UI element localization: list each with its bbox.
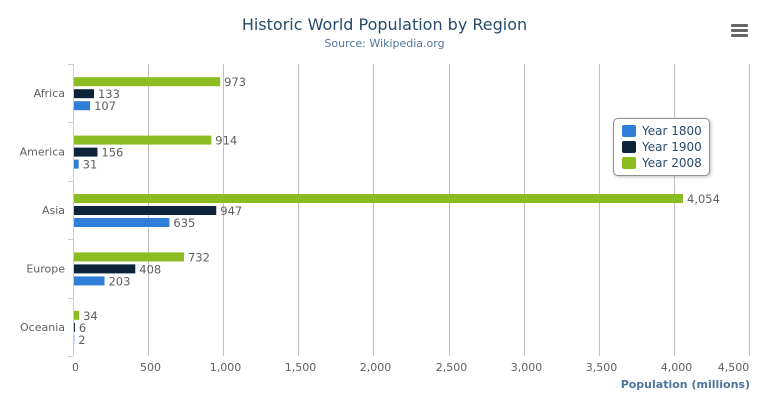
- bar-year-1900: [74, 264, 136, 274]
- hamburger-menu-icon[interactable]: [731, 24, 748, 37]
- legend-swatch: [622, 157, 636, 169]
- data-label: 4,054: [687, 192, 720, 206]
- legend-label: Year 2008: [642, 156, 702, 170]
- bar-year-1900: [74, 206, 217, 215]
- category-label: Asia: [42, 204, 65, 217]
- bar-year-2008: [74, 77, 221, 87]
- data-label: 408: [139, 262, 161, 276]
- bar-year-1800: [74, 159, 79, 169]
- category-label: Europe: [26, 262, 65, 275]
- bar-year-1900: [74, 89, 94, 99]
- data-label: 31: [83, 158, 98, 172]
- data-label: 914: [215, 134, 237, 148]
- category-label: Africa: [34, 87, 65, 100]
- data-label: 2: [78, 333, 85, 347]
- data-label: 34: [83, 309, 98, 323]
- bar-year-2008: [74, 252, 184, 262]
- data-label: 107: [94, 99, 116, 113]
- bar-year-1900: [74, 147, 98, 157]
- data-label: 947: [220, 204, 242, 218]
- data-label: 6: [79, 321, 86, 335]
- x-tick-label: 3,000: [511, 361, 543, 374]
- bar-year-1800: [74, 101, 91, 111]
- legend-swatch: [622, 141, 636, 153]
- category-label: Oceania: [20, 321, 65, 334]
- category-label: America: [20, 146, 65, 159]
- legend-item-year-1800[interactable]: Year 1800: [622, 124, 702, 138]
- x-tick-label: 4,500: [718, 361, 750, 374]
- x-axis-title: Population (millions): [621, 378, 750, 391]
- chart-title: Historic World Population by Region: [241, 15, 528, 34]
- legend-item-year-2008[interactable]: Year 2008: [622, 156, 702, 170]
- legend: Year 1800 Year 1900 Year 2008: [613, 118, 710, 176]
- x-tick-label: 0: [72, 361, 79, 374]
- bar-year-2008: [74, 135, 212, 145]
- x-tick-label: 3,500: [586, 361, 618, 374]
- x-tick-label: 1,500: [285, 361, 317, 374]
- legend-item-year-1900[interactable]: Year 1900: [622, 140, 702, 154]
- data-label: 973: [224, 75, 246, 89]
- legend-swatch: [622, 125, 636, 137]
- data-label: 732: [188, 250, 210, 264]
- bar-year-1800: [74, 276, 105, 286]
- x-tick-label: 2,000: [360, 361, 392, 374]
- x-tick-label: 2,500: [436, 361, 468, 374]
- bar-year-1900: [74, 322, 75, 332]
- bar-year-1800: [74, 218, 170, 227]
- x-tick-label: 1,000: [210, 361, 242, 374]
- x-tick-label: 500: [140, 361, 161, 374]
- bar-year-2008: [74, 310, 80, 320]
- data-label: 203: [108, 274, 130, 288]
- bar-year-2008: [74, 194, 684, 203]
- x-tick-label: 4,000: [661, 361, 693, 374]
- data-label: 156: [101, 146, 123, 160]
- data-label: 133: [98, 87, 120, 101]
- data-label: 635: [173, 216, 195, 230]
- legend-label: Year 1800: [642, 124, 702, 138]
- chart-subtitle: Source: Wikipedia.org: [324, 37, 445, 50]
- legend-label: Year 1900: [642, 140, 702, 154]
